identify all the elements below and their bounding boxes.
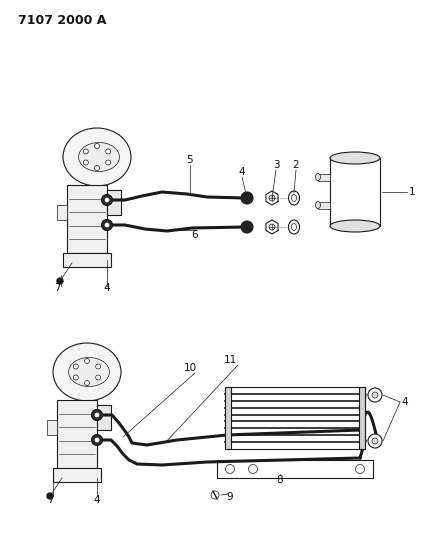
Circle shape — [84, 359, 89, 364]
Text: 2: 2 — [293, 160, 299, 170]
Ellipse shape — [291, 223, 297, 230]
Circle shape — [92, 409, 102, 421]
Circle shape — [83, 149, 88, 154]
Circle shape — [106, 149, 111, 154]
Text: 5: 5 — [187, 155, 193, 165]
Ellipse shape — [315, 174, 321, 181]
Text: 4: 4 — [239, 167, 245, 177]
Circle shape — [368, 388, 382, 402]
Ellipse shape — [63, 128, 131, 186]
Circle shape — [73, 364, 78, 369]
Circle shape — [372, 392, 378, 398]
Ellipse shape — [288, 191, 300, 205]
Bar — [225, 387, 231, 449]
Circle shape — [96, 364, 101, 369]
Circle shape — [211, 491, 219, 499]
Text: 3: 3 — [273, 160, 279, 170]
Circle shape — [269, 224, 275, 230]
Text: 4: 4 — [402, 397, 408, 407]
Ellipse shape — [330, 152, 380, 164]
Circle shape — [101, 195, 113, 206]
Circle shape — [84, 381, 89, 385]
Text: 4: 4 — [104, 283, 110, 293]
Circle shape — [95, 143, 99, 149]
Bar — [217, 460, 373, 478]
Circle shape — [372, 438, 378, 444]
Text: 7: 7 — [47, 495, 54, 505]
Bar — [225, 387, 365, 449]
Circle shape — [57, 278, 63, 284]
Circle shape — [95, 166, 99, 171]
Ellipse shape — [68, 358, 110, 386]
Circle shape — [105, 198, 109, 202]
Ellipse shape — [291, 195, 297, 201]
Bar — [57, 205, 67, 220]
Text: 11: 11 — [223, 355, 237, 365]
Text: 10: 10 — [184, 363, 196, 373]
Circle shape — [269, 195, 275, 201]
Ellipse shape — [330, 220, 380, 232]
Circle shape — [249, 464, 258, 473]
Bar — [318, 202, 330, 209]
Text: 1: 1 — [409, 187, 415, 197]
Circle shape — [92, 434, 102, 446]
Circle shape — [105, 223, 109, 227]
Bar — [359, 387, 365, 449]
Circle shape — [368, 434, 382, 448]
Circle shape — [96, 375, 101, 380]
Text: 7107 2000 A: 7107 2000 A — [18, 14, 107, 27]
Bar — [67, 185, 107, 253]
Ellipse shape — [53, 343, 121, 401]
Bar — [47, 420, 57, 435]
Text: 7: 7 — [54, 283, 60, 293]
Ellipse shape — [79, 142, 119, 172]
Circle shape — [106, 160, 111, 165]
Text: 4: 4 — [94, 495, 100, 505]
Text: 6: 6 — [192, 230, 198, 240]
Circle shape — [83, 160, 88, 165]
Text: 8: 8 — [276, 475, 283, 485]
Bar — [318, 174, 330, 181]
Ellipse shape — [288, 220, 300, 234]
Circle shape — [95, 438, 99, 442]
Circle shape — [226, 464, 235, 473]
Circle shape — [356, 464, 365, 473]
Bar — [330, 158, 380, 226]
Circle shape — [241, 221, 253, 233]
Bar — [53, 468, 101, 482]
Bar — [107, 190, 121, 215]
Bar — [57, 400, 97, 468]
Circle shape — [73, 375, 78, 380]
Text: 9: 9 — [227, 492, 233, 502]
Circle shape — [95, 413, 99, 417]
Bar — [97, 405, 111, 430]
Ellipse shape — [315, 201, 321, 208]
Bar — [63, 253, 111, 267]
Circle shape — [47, 493, 53, 499]
Circle shape — [241, 192, 253, 204]
Circle shape — [101, 220, 113, 230]
